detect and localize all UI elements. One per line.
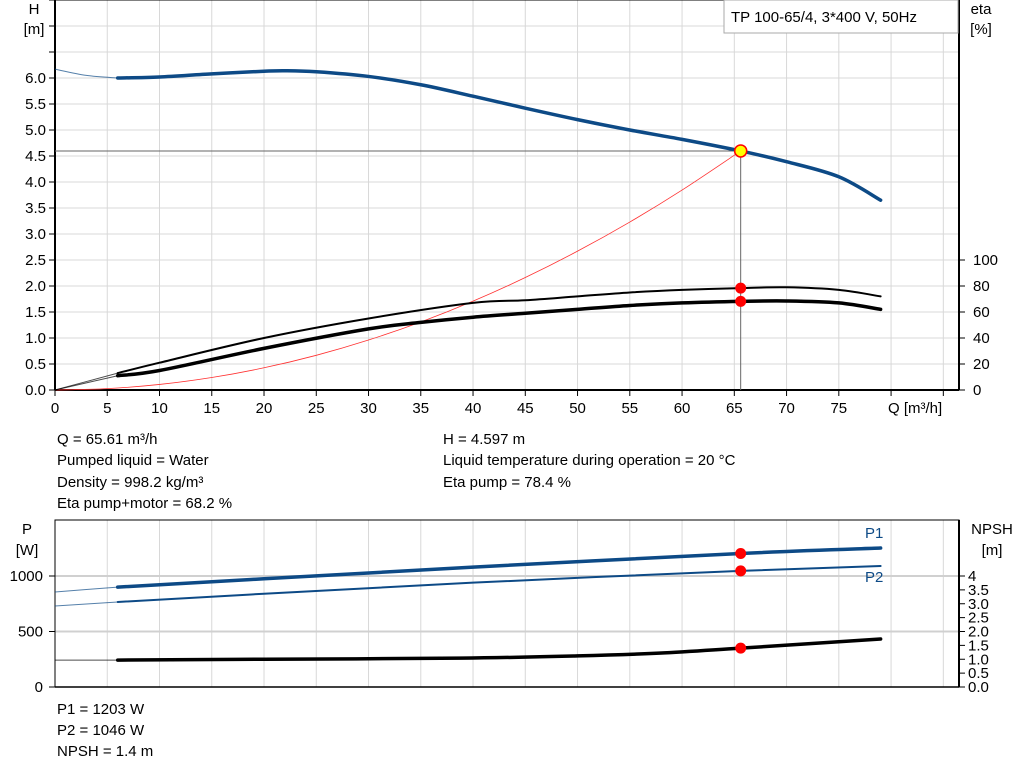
p2-curve bbox=[116, 565, 882, 603]
q-tick-label: 45 bbox=[517, 400, 534, 417]
system-curve bbox=[54, 150, 741, 391]
q-tick-label: 75 bbox=[830, 400, 847, 417]
q-tick-label: 15 bbox=[203, 400, 220, 417]
info-temperature: Liquid temperature during operation = 20… bbox=[443, 452, 736, 469]
eta-tick-label: 0 bbox=[973, 382, 981, 399]
h-tick-label: 5.0 bbox=[25, 122, 46, 139]
q-tick-label: 60 bbox=[674, 400, 691, 417]
chart-title: TP 100-65/4, 3*400 V, 50Hz bbox=[731, 9, 917, 26]
eta-pump-motor-duty-point bbox=[735, 295, 747, 307]
q-tick-label: 35 bbox=[412, 400, 429, 417]
h-tick-label: 3.0 bbox=[25, 226, 46, 243]
npsh-tick-label: 4 bbox=[968, 568, 976, 585]
h-tick-label: 2.5 bbox=[25, 252, 46, 269]
p1-curve-extension bbox=[54, 586, 118, 593]
eta-tick-label: 100 bbox=[973, 252, 998, 269]
power-chart-grid bbox=[49, 519, 965, 688]
info-h: H = 4.597 m bbox=[443, 431, 526, 448]
h-tick-label: 5.5 bbox=[25, 96, 46, 113]
npsh-tick-label: 0.0 bbox=[968, 679, 989, 696]
info-q: Q = 65.61 m³/h bbox=[57, 431, 158, 448]
p2-curve-extension bbox=[54, 601, 118, 607]
info-eta-pump-motor: Eta pump+motor = 68.2 % bbox=[57, 495, 233, 512]
q-axis-label: Q [m³/h] bbox=[888, 400, 942, 417]
h-axis-label: H bbox=[29, 1, 40, 18]
p-tick-label: 1000 bbox=[10, 568, 43, 585]
eta-pump-curve bbox=[116, 286, 882, 375]
info-liquid: Pumped liquid = Water bbox=[57, 452, 209, 469]
npsh-tick-label: 2.5 bbox=[968, 610, 989, 627]
info-npsh: NPSH = 1.4 m bbox=[57, 743, 154, 760]
p1-duty-point bbox=[735, 547, 747, 559]
head-chart-frame bbox=[54, 0, 960, 391]
npsh-tick-label: 1.5 bbox=[968, 637, 989, 654]
head-chart-grid bbox=[49, 0, 965, 396]
q-tick-label: 0 bbox=[51, 400, 59, 417]
npsh-tick-label: 3.5 bbox=[968, 582, 989, 599]
q-tick-label: 55 bbox=[621, 400, 638, 417]
q-tick-label: 20 bbox=[256, 400, 273, 417]
h-tick-label: 1.0 bbox=[25, 330, 46, 347]
h-tick-label: 4.0 bbox=[25, 174, 46, 191]
q-tick-label: 25 bbox=[308, 400, 325, 417]
eta-tick-label: 20 bbox=[973, 356, 990, 373]
q-tick-label: 50 bbox=[569, 400, 586, 417]
p-tick-label: 500 bbox=[18, 624, 43, 641]
q-tick-label: 10 bbox=[151, 400, 168, 417]
p-axis-unit: [W] bbox=[16, 542, 39, 559]
p2-duty-point bbox=[735, 565, 747, 577]
eta-tick-label: 60 bbox=[973, 304, 990, 321]
npsh-tick-label: 3.0 bbox=[968, 596, 989, 613]
power-chart-frame bbox=[54, 519, 960, 688]
h-tick-label: 1.5 bbox=[25, 304, 46, 321]
h-tick-label: 2.0 bbox=[25, 278, 46, 295]
h-tick-label: 0.5 bbox=[25, 356, 46, 373]
info-p2: P2 = 1046 W bbox=[57, 722, 145, 739]
eta-axis-unit: [%] bbox=[970, 21, 992, 38]
q-tick-label: 40 bbox=[465, 400, 482, 417]
info-p1: P1 = 1203 W bbox=[57, 701, 145, 718]
head-curve bbox=[115, 68, 883, 202]
curves bbox=[54, 68, 883, 662]
eta-tick-label: 40 bbox=[973, 330, 990, 347]
h-axis-unit: [m] bbox=[24, 21, 45, 38]
eta-pump-motor-curve bbox=[115, 299, 883, 378]
p-axis-label: P bbox=[22, 521, 32, 538]
npsh-curve bbox=[115, 637, 883, 662]
info-density: Density = 998.2 kg/m³ bbox=[57, 474, 204, 491]
eta-axis-label: eta bbox=[971, 1, 993, 18]
p2-series-label: P2 bbox=[865, 569, 883, 586]
duty-point bbox=[733, 144, 748, 158]
npsh-axis-label: NPSH bbox=[971, 521, 1013, 538]
info-eta-pump: Eta pump = 78.4 % bbox=[443, 474, 571, 491]
npsh-axis-unit: [m] bbox=[982, 542, 1003, 559]
h-tick-label: 4.5 bbox=[25, 148, 46, 165]
head-curve-extension bbox=[54, 68, 118, 79]
p-tick-label: 0 bbox=[35, 679, 43, 696]
q-tick-label: 65 bbox=[726, 400, 743, 417]
legend-box bbox=[723, 0, 959, 34]
p1-curve bbox=[115, 546, 883, 589]
h-tick-label: 3.5 bbox=[25, 200, 46, 217]
q-tick-label: 70 bbox=[778, 400, 795, 417]
eta-pump-motor-curve-extension bbox=[54, 375, 118, 391]
npsh-tick-label: 1.0 bbox=[968, 651, 989, 668]
npsh-duty-point bbox=[735, 642, 747, 654]
p1-series-label: P1 bbox=[865, 525, 883, 542]
h-tick-label: 6.0 bbox=[25, 70, 46, 87]
h-tick-label: 0.0 bbox=[25, 382, 46, 399]
npsh-tick-label: 0.5 bbox=[968, 665, 989, 682]
tick-labels: 0.00.51.01.52.02.53.03.54.04.55.05.56.00… bbox=[10, 70, 998, 696]
q-tick-label: 5 bbox=[103, 400, 111, 417]
npsh-tick-label: 2.0 bbox=[968, 624, 989, 641]
eta-pump-duty-point bbox=[735, 282, 747, 294]
q-tick-label: 30 bbox=[360, 400, 377, 417]
eta-tick-label: 80 bbox=[973, 278, 990, 295]
